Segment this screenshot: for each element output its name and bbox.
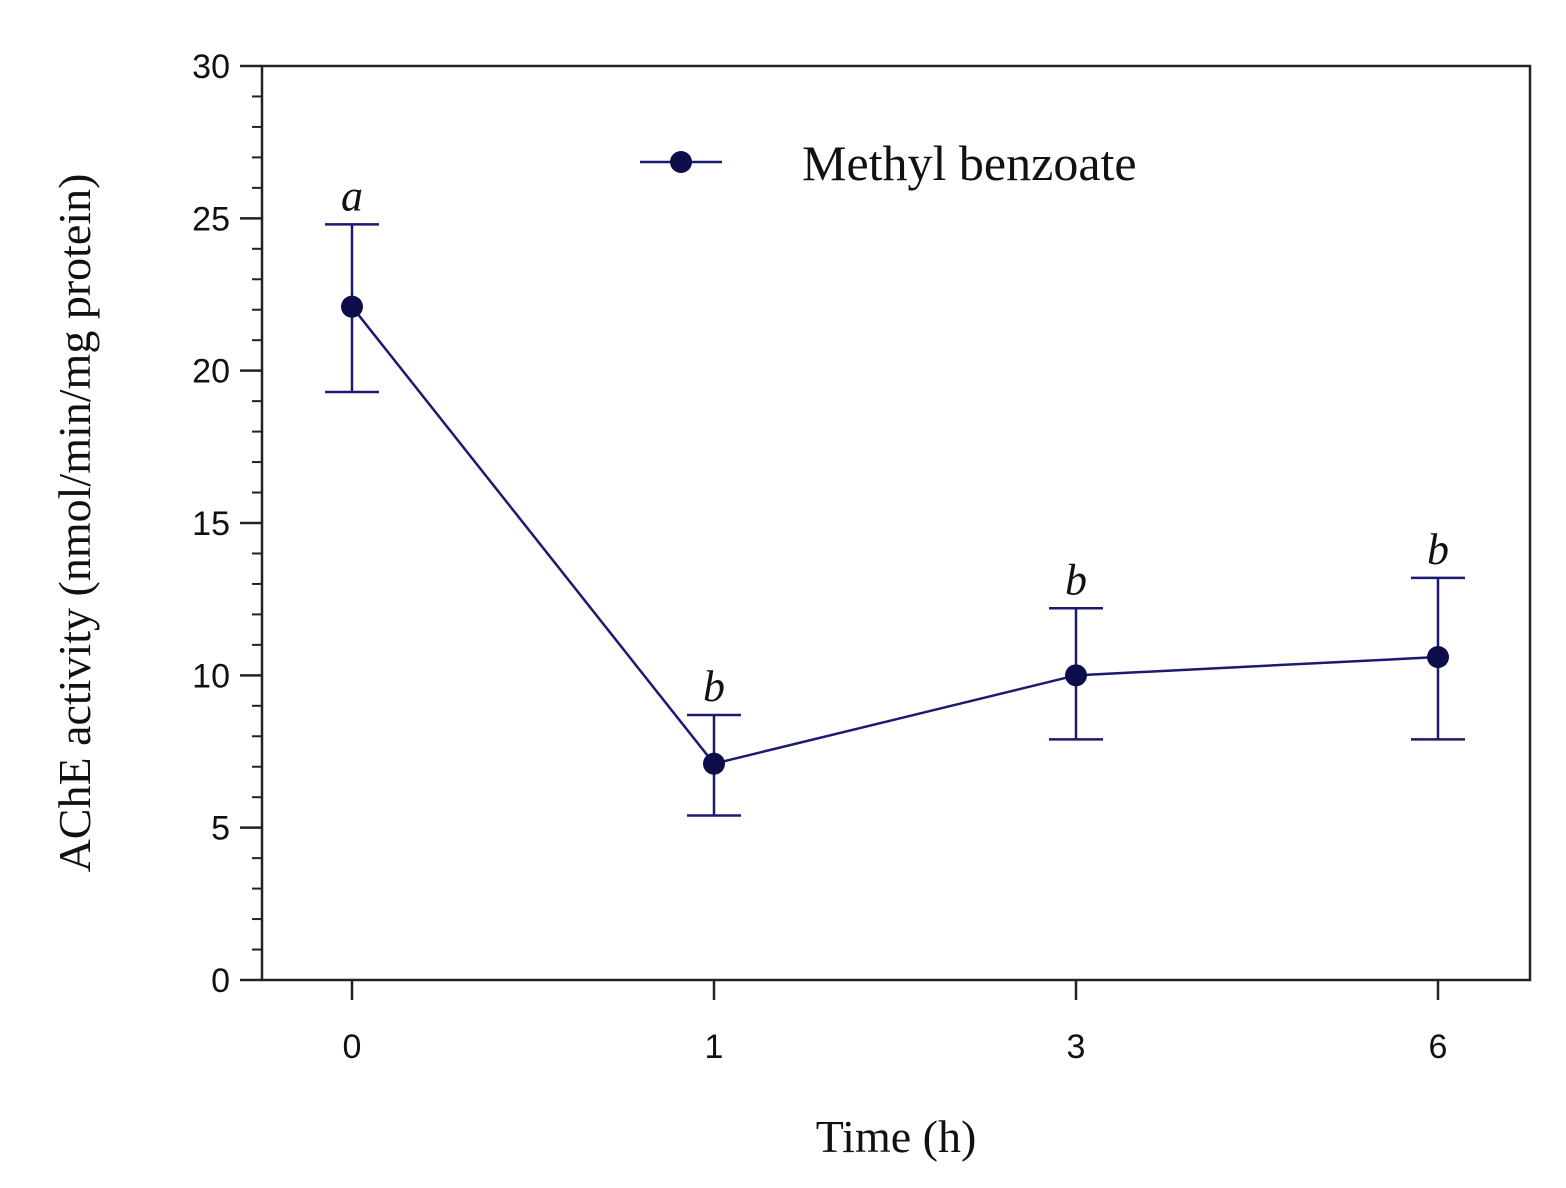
data-point: [1065, 664, 1087, 687]
x-tick-label: 6: [1429, 1028, 1448, 1066]
y-tick-label: 20: [192, 353, 230, 391]
significance-label: a: [341, 171, 363, 220]
y-tick-label: 0: [211, 962, 230, 1000]
x-tick-label: 3: [1067, 1028, 1086, 1066]
y-tick-label: 30: [192, 48, 230, 86]
x-tick-label: 1: [705, 1028, 724, 1066]
y-tick-label: 10: [192, 657, 230, 695]
plot-frame: [260, 64, 1532, 982]
y-tick-label: 25: [192, 200, 230, 238]
legend: Methyl benzoate: [640, 135, 1137, 191]
y-tick-label: 5: [211, 810, 230, 848]
y-axis-title: AChE activity (nmol/min/mg protein): [49, 174, 100, 873]
legend-marker-swatch: [670, 151, 692, 173]
x-axis-title: Time (h): [816, 1111, 977, 1162]
significance-label: b: [1065, 555, 1087, 604]
data-point: [341, 295, 363, 318]
data-point: [703, 752, 725, 775]
y-tick-label: 15: [192, 505, 230, 543]
significance-label: b: [1427, 525, 1449, 574]
y-axis: 0 5 10 15 20 25 30: [192, 48, 262, 1000]
legend-label: Methyl benzoate: [802, 135, 1137, 191]
series-layer: a b b b: [325, 171, 1465, 817]
significance-label: b: [703, 662, 725, 711]
x-tick-label: 0: [343, 1028, 362, 1066]
x-axis: 0 1 3 6: [343, 980, 1448, 1066]
data-point: [1427, 646, 1449, 669]
series-line: [351, 305, 1439, 766]
